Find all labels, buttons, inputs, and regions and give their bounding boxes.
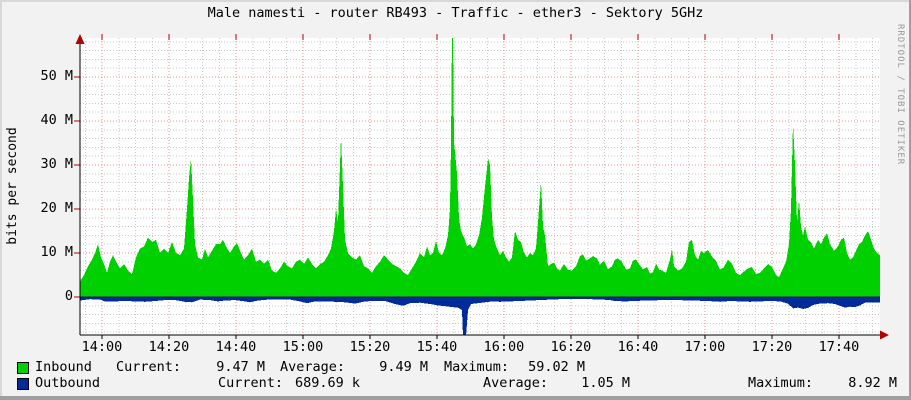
image-border-bottom [0,396,911,400]
legend-outbound-name: Outbound [35,375,101,391]
y-tick-label: 20 M [40,200,73,216]
x-tick-label: 17:40 [818,339,860,355]
x-tick-label: 15:40 [416,339,458,355]
legend-inbound-current-label: Current: [116,359,182,375]
legend-outbound-average-label: Average: [483,375,549,391]
traffic-graph [74,34,889,340]
x-tick-label: 14:20 [148,339,190,355]
image-border-top [0,0,911,2]
x-tick-label: 14:40 [215,339,257,355]
legend-inbound-average-value: 9.49 M [379,359,428,375]
y-tick-label: 0 [64,288,73,304]
x-tick-label: 17:00 [684,339,726,355]
y-tick-label: 10 M [40,244,73,260]
image-border-left [0,0,2,400]
x-tick-label: 15:00 [282,339,324,355]
x-tick-label: 17:20 [751,339,793,355]
y-tick-label: 50 M [40,68,73,84]
legend-inbound-maximum-label: Maximum: [444,359,510,375]
legend-outbound-maximum-label: Maximum: [748,375,814,391]
rrdtool-watermark: RRDTOOL / TOBI OETIKER [895,24,905,166]
y-tick-label: 30 M [40,156,73,172]
x-tick-label: 14:00 [81,339,123,355]
x-tick-label: 16:00 [483,339,525,355]
graph-title: Male namesti - router RB493 - Traffic - … [207,5,704,21]
x-tick-label: 16:40 [617,339,659,355]
image-border-right [909,0,911,400]
legend-outbound-current-label: Current: [218,375,284,391]
legend-inbound-maximum-value: 59.02 M [528,359,585,375]
legend-inbound-average-label: Average: [280,359,346,375]
y-tick-label: 40 M [40,112,73,128]
legend-outbound-maximum-value: 8.92 M [848,375,897,391]
legend-inbound-current-value: 9.47 M [216,359,265,375]
legend-outbound-current-value: 689.69 k [294,375,360,391]
inbound-color-swatch [17,362,29,374]
outbound-color-swatch [17,378,29,390]
x-tick-label: 16:20 [550,339,592,355]
x-tick-label: 15:20 [349,339,391,355]
legend-outbound-average-value: 1.05 M [581,375,630,391]
legend-inbound-name: Inbound [35,359,92,375]
